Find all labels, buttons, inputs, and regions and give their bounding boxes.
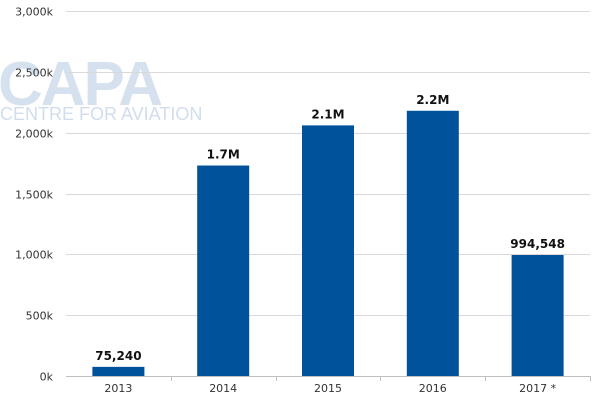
y-axis: 0k 500k 1,000k 1,500k 2,000k 2,500k 3,000k [15, 6, 53, 384]
y-tick-label: 3,000k [15, 6, 53, 19]
x-tick-label: 2016 [419, 382, 447, 395]
bars: 75,240 1.7M 2.1M 2.2M 994,548 [92, 93, 565, 377]
data-label: 994,548 [510, 237, 565, 251]
watermark-logo: CAPA CENTRE FOR AVIATION [0, 50, 202, 124]
x-tick-label: 2013 [104, 382, 132, 395]
y-tick-label: 500k [26, 310, 54, 323]
data-label: 1.7M [207, 148, 240, 162]
x-tick-label: 2014 [209, 382, 237, 395]
bar [197, 165, 250, 376]
bar [302, 125, 354, 376]
x-tick-label: 2015 [314, 382, 342, 395]
watermark-tagline: CENTRE FOR AVIATION [0, 104, 202, 124]
watermark-logo-text: CAPA [0, 50, 162, 119]
y-tick-label: 2,000k [15, 128, 53, 141]
y-tick-label: 1,000k [15, 249, 53, 262]
x-axis: 2013 2014 2015 2016 2017 * [66, 376, 591, 395]
data-label: 75,240 [95, 349, 141, 363]
x-tick-label: 2017 * [519, 382, 556, 395]
data-label: 2.2M [416, 93, 449, 107]
y-tick-label: 2,500k [15, 67, 53, 80]
bar [406, 110, 459, 377]
y-tick-label: 0k [40, 371, 54, 384]
data-label: 2.1M [311, 107, 344, 121]
bar [511, 254, 564, 376]
y-tick-label: 1,500k [15, 189, 53, 202]
bar [92, 366, 145, 376]
